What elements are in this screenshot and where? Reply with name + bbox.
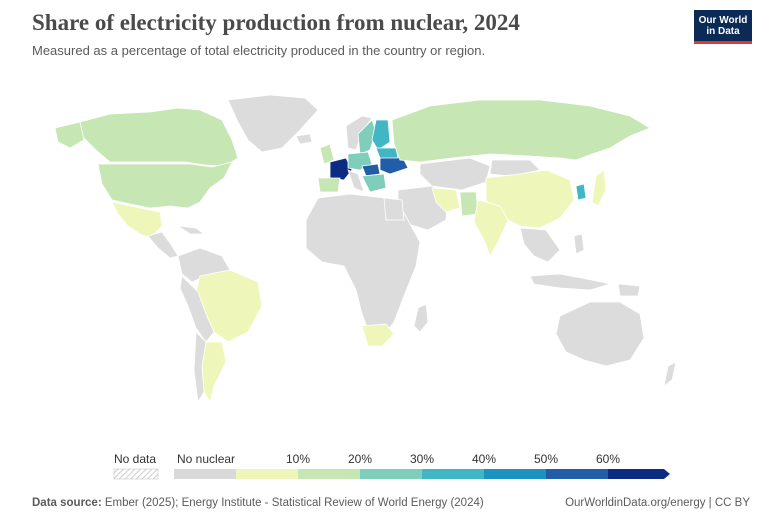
- region-finland[interactable]: [371, 119, 391, 151]
- legend-no-data-swatch: [113, 468, 159, 480]
- region-new-zealand[interactable]: [663, 361, 677, 387]
- chart-title: Share of electricity production from nuc…: [32, 10, 520, 35]
- region-iceland[interactable]: [295, 133, 313, 145]
- legend-tick-60: 60%: [596, 452, 620, 466]
- region-alaska[interactable]: [54, 121, 85, 149]
- region-pakistan[interactable]: [459, 191, 479, 217]
- legend-no-nuclear-swatch: [174, 469, 236, 479]
- region-slovakia-hungary[interactable]: [361, 163, 381, 177]
- logo-line-1: Our World: [698, 15, 748, 26]
- legend-tick-30: 30%: [410, 452, 434, 466]
- legend-bin-20-30: [360, 469, 422, 479]
- data-source: Data source: Ember (2025); Energy Instit…: [32, 497, 484, 509]
- region-south-africa[interactable]: [361, 323, 395, 347]
- region-russia[interactable]: [391, 99, 651, 163]
- region-canada[interactable]: [79, 107, 239, 167]
- region-central-asia[interactable]: [419, 157, 491, 191]
- region-belarus[interactable]: [375, 147, 399, 159]
- legend-bin-10-20: [298, 469, 360, 479]
- data-source-text[interactable]: Ember (2025); Energy Institute - Statist…: [104, 497, 484, 509]
- legend-tick-10: 10%: [286, 452, 310, 466]
- region-korea[interactable]: [575, 183, 587, 201]
- region-southeast-asia[interactable]: [519, 227, 561, 263]
- region-balkans[interactable]: [361, 173, 387, 193]
- region-egypt[interactable]: [383, 197, 405, 221]
- region-france[interactable]: [329, 157, 353, 181]
- region-philippines[interactable]: [573, 233, 585, 255]
- legend-no-data-label: No data: [114, 452, 156, 466]
- region-png[interactable]: [617, 283, 641, 297]
- chart-subtitle: Measured as a percentage of total electr…: [32, 43, 486, 58]
- region-chile[interactable]: [193, 331, 207, 404]
- data-source-label: Data source:: [32, 497, 102, 509]
- region-iran[interactable]: [431, 187, 461, 213]
- region-uk[interactable]: [319, 143, 335, 165]
- legend-bin-30-40: [422, 469, 484, 479]
- legend-bin-40-50: [484, 469, 546, 479]
- legend-bin-50-60: [546, 469, 608, 479]
- legend-tick-40: 40%: [472, 452, 496, 466]
- region-argentina[interactable]: [201, 341, 227, 404]
- region-australia[interactable]: [555, 301, 645, 367]
- region-indonesia[interactable]: [529, 273, 612, 291]
- region-japan[interactable]: [591, 169, 607, 207]
- region-italy[interactable]: [347, 169, 365, 193]
- legend-tick-50: 50%: [534, 452, 558, 466]
- legend-bin-60-plus: [608, 469, 670, 479]
- world-map[interactable]: [0, 70, 762, 440]
- region-caribbean[interactable]: [177, 225, 206, 235]
- logo-line-2: in Data: [706, 26, 740, 37]
- region-central-america[interactable]: [147, 231, 179, 259]
- owid-logo[interactable]: Our World in Data: [694, 10, 752, 44]
- region-madagascar[interactable]: [413, 303, 429, 333]
- legend-tick-20: 20%: [348, 452, 372, 466]
- map-legend: No data No nuclear 10% 20% 30% 40% 50% 6…: [113, 452, 670, 480]
- region-india[interactable]: [473, 199, 509, 257]
- region-spain[interactable]: [317, 177, 341, 193]
- legend-no-nuclear-label: No nuclear: [177, 452, 235, 466]
- legend-bin-0-10: [236, 469, 298, 479]
- footer-link[interactable]: OurWorldinData.org/energy | CC BY: [565, 497, 750, 509]
- region-greenland[interactable]: [227, 94, 319, 153]
- region-usa[interactable]: [97, 161, 233, 209]
